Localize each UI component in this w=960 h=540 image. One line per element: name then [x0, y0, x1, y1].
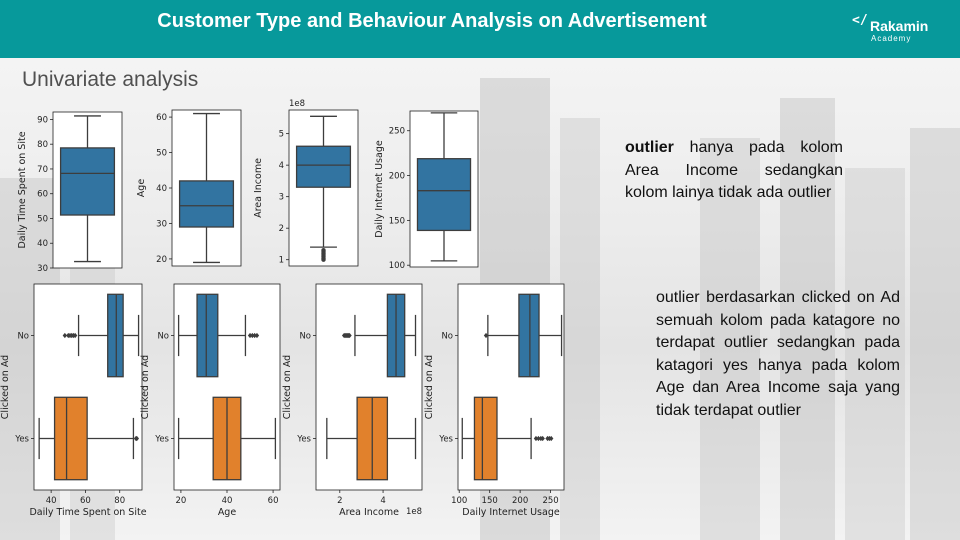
iqr-box [473, 396, 498, 481]
outlier-point [321, 257, 326, 262]
boxplot-4: 100 150 200 250 Daily Internet Usage [374, 110, 479, 271]
boxplot-6: 20 40 60 Age Clicked on Ad No Yes [140, 283, 281, 518]
outlier-point [533, 435, 539, 442]
y-tick-label: 50 [37, 214, 48, 224]
outlier-point [247, 332, 253, 339]
y-tick-label: 1 [279, 256, 284, 266]
x-tick-label: 60 [268, 496, 279, 506]
y-tick-label: 3 [279, 193, 284, 203]
axis-multiplier: 1e8 [289, 99, 305, 109]
city-skyline-background [0, 78, 960, 540]
x-tick-label: 80 [114, 496, 125, 506]
boxplot-3: 1 2 3 4 5 Area Income 1e8 [253, 99, 359, 267]
y-axis-label: Daily Time Spent on Site [17, 131, 28, 248]
outlier-point [250, 332, 255, 339]
outlier-point [134, 435, 140, 442]
y-axis-label: Clicked on Ad [282, 355, 293, 419]
iqr-box [53, 396, 88, 481]
note1-bold: outlier [625, 139, 674, 156]
x-axis-label: Age [218, 507, 237, 518]
y-tick-label: 100 [389, 261, 405, 271]
logo-name: Rakamin [870, 18, 929, 34]
x-axis-label: Daily Time Spent on Site [29, 507, 146, 518]
outlier-point [536, 435, 541, 442]
category-label: Yes [438, 435, 453, 445]
y-tick-label: 4 [279, 161, 284, 171]
plot-frame [33, 283, 143, 491]
outlier-point [254, 332, 260, 339]
logo-subtitle: Academy [871, 34, 912, 43]
x-tick-label: 40 [46, 496, 57, 506]
outlier-point [347, 332, 352, 339]
y-tick-label: 30 [156, 219, 167, 229]
y-tick-label: 50 [156, 149, 167, 159]
y-tick-label: 70 [37, 165, 48, 175]
x-tick-label: 250 [542, 496, 558, 506]
category-label: Yes [154, 435, 169, 445]
x-axis-label: Daily Internet Usage [462, 507, 560, 518]
header-bar: Customer Type and Behaviour Analysis on … [0, 0, 960, 58]
outlier-point [549, 435, 554, 442]
y-tick-label: 30 [37, 264, 48, 274]
y-axis-label: Clicked on Ad [424, 355, 435, 419]
outlier-point [540, 435, 545, 442]
x-tick-label: 100 [451, 496, 467, 506]
y-tick-label: 60 [156, 113, 167, 123]
y-tick-label: 200 [389, 172, 405, 182]
x-tick-label: 150 [482, 496, 498, 506]
outlier-point [62, 332, 68, 339]
axis-multiplier: 1e8 [406, 507, 422, 517]
x-tick-label: 40 [222, 496, 233, 506]
y-tick-label: 60 [37, 190, 48, 200]
y-axis-label: Daily Internet Usage [374, 140, 385, 238]
y-tick-label: 250 [389, 127, 405, 137]
x-tick-label: 200 [512, 496, 528, 506]
category-label: Yes [296, 435, 311, 445]
y-tick-label: 150 [389, 216, 405, 226]
y-tick-label: 20 [156, 255, 167, 265]
category-label: No [157, 332, 169, 342]
outlier-point [252, 332, 257, 339]
y-tick-label: 80 [37, 140, 48, 150]
x-tick-label: 20 [175, 496, 186, 506]
outlier-note-2: outlier berdasarkan clicked on Ad semuah… [656, 289, 900, 419]
category-label: No [17, 332, 29, 342]
y-axis-label: Clicked on Ad [0, 355, 11, 419]
y-tick-label: 90 [37, 115, 48, 125]
outlier-note-1: outlier hanya pada kolom Area Income sed… [625, 137, 843, 205]
y-axis-label: Age [136, 179, 147, 198]
y-tick-label: 2 [279, 224, 284, 234]
y-tick-label: 40 [37, 239, 48, 249]
section-subtitle: Univariate analysis [22, 68, 199, 91]
y-tick-label: 40 [156, 184, 167, 194]
iqr-box [178, 180, 235, 228]
x-axis-label: Area Income [339, 507, 399, 518]
code-bracket-icon: </ [852, 13, 868, 28]
outlier-point [483, 332, 489, 339]
x-tick-label: 2 [337, 496, 342, 506]
iqr-box [59, 147, 116, 216]
iqr-box [196, 293, 219, 378]
category-label: No [299, 332, 311, 342]
boxplot-2: 20 30 40 50 60 Age [136, 109, 242, 267]
x-tick-label: 4 [380, 496, 385, 506]
category-label: Yes [14, 435, 29, 445]
x-tick-label: 60 [80, 496, 91, 506]
y-axis-label: Area Income [253, 158, 264, 218]
boxplot-1: 30 40 50 60 70 80 90 Daily Time Spent on Site [17, 111, 123, 274]
iqr-box [295, 145, 352, 188]
slide-title: Customer Type and Behaviour Analysis on … [157, 10, 707, 32]
iqr-box [416, 158, 472, 232]
category-label: No [441, 332, 453, 342]
outlier-point [72, 332, 78, 339]
y-axis-label: Clicked on Ad [140, 355, 151, 419]
iqr-box [107, 293, 124, 378]
y-tick-label: 5 [279, 130, 284, 140]
iqr-box [518, 293, 540, 378]
note1-text: hanya pada kolom Area Income sedangkan k… [625, 139, 843, 201]
